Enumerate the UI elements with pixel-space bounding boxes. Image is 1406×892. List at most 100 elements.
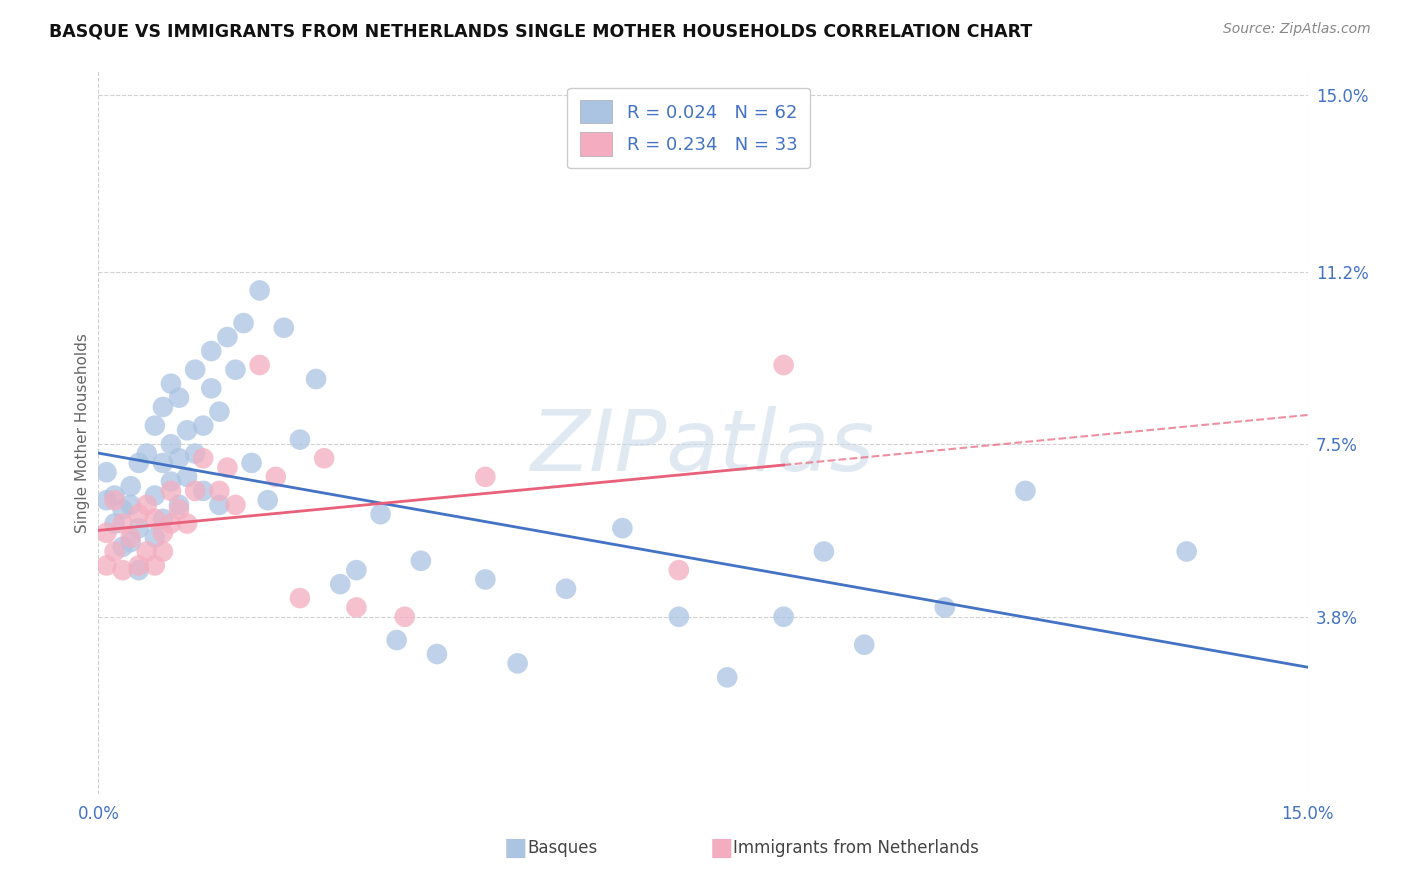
Point: [224, 362, 246, 376]
Point: [612, 521, 634, 535]
Point: [344, 600, 367, 615]
Point: [716, 670, 738, 684]
Point: [135, 498, 157, 512]
Point: [208, 483, 231, 498]
Text: ■: ■: [709, 836, 733, 860]
Point: [193, 451, 215, 466]
Point: [152, 512, 174, 526]
Point: [135, 544, 157, 558]
Point: [224, 498, 246, 512]
Point: [329, 577, 352, 591]
Point: [385, 633, 408, 648]
Point: [167, 498, 190, 512]
Point: [167, 451, 190, 466]
Text: BASQUE VS IMMIGRANTS FROM NETHERLANDS SINGLE MOTHER HOUSEHOLDS CORRELATION CHART: BASQUE VS IMMIGRANTS FROM NETHERLANDS SI…: [49, 22, 1032, 40]
Point: [111, 502, 134, 516]
Point: [135, 447, 157, 461]
Point: [193, 483, 215, 498]
Point: [474, 470, 496, 484]
Point: [240, 456, 263, 470]
Point: [96, 465, 118, 479]
Point: [120, 498, 142, 512]
Point: [273, 320, 295, 334]
Point: [506, 657, 529, 671]
Point: [96, 493, 118, 508]
Point: [853, 638, 876, 652]
Text: ZIPatlas: ZIPatlas: [531, 406, 875, 489]
Text: Immigrants from Netherlands: Immigrants from Netherlands: [734, 839, 979, 857]
Point: [934, 600, 956, 615]
Point: [314, 451, 336, 466]
Point: [167, 502, 190, 516]
Point: [555, 582, 578, 596]
Point: [103, 516, 125, 531]
Point: [152, 456, 174, 470]
Point: [208, 404, 231, 418]
Point: [176, 423, 198, 437]
Point: [426, 647, 449, 661]
Point: [176, 516, 198, 531]
Point: [96, 525, 118, 540]
Point: [249, 358, 271, 372]
Point: [772, 358, 794, 372]
Point: [184, 483, 207, 498]
Point: [217, 460, 239, 475]
Point: [160, 437, 183, 451]
Point: [184, 447, 207, 461]
Point: [143, 531, 166, 545]
Point: [772, 609, 794, 624]
Text: Basques: Basques: [527, 839, 598, 857]
Point: [409, 554, 432, 568]
Point: [128, 456, 150, 470]
Y-axis label: Single Mother Households: Single Mother Households: [75, 333, 90, 533]
Point: [96, 558, 118, 573]
Point: [103, 489, 125, 503]
Point: [152, 544, 174, 558]
Point: [128, 558, 150, 573]
Point: [193, 418, 215, 433]
Point: [143, 512, 166, 526]
Point: [103, 493, 125, 508]
Point: [208, 498, 231, 512]
Point: [143, 489, 166, 503]
Point: [152, 525, 174, 540]
Point: [217, 330, 239, 344]
Point: [370, 507, 392, 521]
Point: [1175, 544, 1198, 558]
Point: [160, 483, 183, 498]
Point: [111, 563, 134, 577]
Point: [160, 376, 183, 391]
Point: [813, 544, 835, 558]
Point: [264, 470, 287, 484]
Point: [111, 516, 134, 531]
Point: [668, 609, 690, 624]
Point: [103, 544, 125, 558]
Point: [288, 433, 311, 447]
Text: Source: ZipAtlas.com: Source: ZipAtlas.com: [1223, 22, 1371, 37]
Point: [143, 418, 166, 433]
Point: [200, 381, 222, 395]
Point: [128, 563, 150, 577]
Point: [167, 391, 190, 405]
Point: [120, 479, 142, 493]
Legend: R = 0.024   N = 62, R = 0.234   N = 33: R = 0.024 N = 62, R = 0.234 N = 33: [567, 87, 810, 169]
Point: [111, 540, 134, 554]
Point: [232, 316, 254, 330]
Point: [143, 558, 166, 573]
Text: ■: ■: [503, 836, 527, 860]
Point: [1014, 483, 1036, 498]
Point: [668, 563, 690, 577]
Point: [160, 475, 183, 489]
Point: [474, 573, 496, 587]
Point: [305, 372, 328, 386]
Point: [288, 591, 311, 606]
Point: [394, 609, 416, 624]
Point: [120, 531, 142, 545]
Point: [256, 493, 278, 508]
Point: [128, 507, 150, 521]
Point: [176, 470, 198, 484]
Point: [344, 563, 367, 577]
Point: [128, 521, 150, 535]
Point: [184, 362, 207, 376]
Point: [249, 284, 271, 298]
